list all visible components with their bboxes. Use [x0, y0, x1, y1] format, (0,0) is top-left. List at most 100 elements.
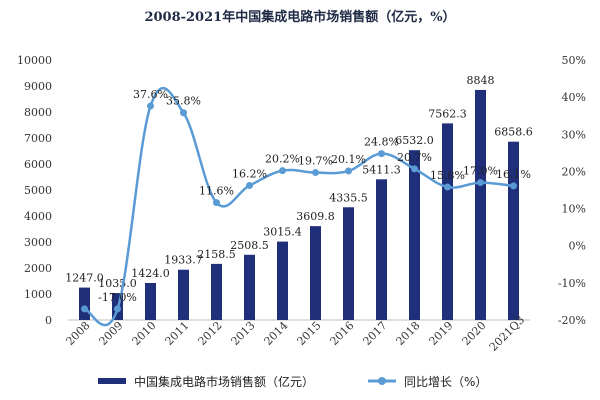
legend-line-marker	[378, 377, 386, 385]
bar-data-label: 4335.5	[329, 191, 368, 204]
bar	[475, 89, 486, 321]
bar	[145, 282, 156, 320]
y-right-tick-label: -20%	[558, 314, 586, 327]
y-right-tick-label: 40%	[562, 91, 586, 104]
bar	[343, 207, 354, 320]
growth-point	[477, 179, 484, 187]
y-right-axis: -20% -10% 0% 10% 20% 30% 40% 50%	[558, 54, 586, 327]
growth-data-label: 11.6%	[199, 185, 234, 198]
bar	[409, 150, 420, 320]
bar-data-label: 5411.3	[362, 163, 401, 176]
growth-point	[312, 169, 319, 177]
legend-bar-swatch	[98, 378, 126, 384]
x-axis: 2008 2009 2010 2011 2012 2013 2014 2015 2016 2017…	[64, 313, 528, 353]
x-tick-label: 2018	[394, 319, 423, 348]
bar-data-labels: 1247.01035.01424.01933.72158.52508.53015…	[65, 74, 533, 290]
bar	[211, 263, 222, 320]
growth-data-label: 16.2%	[232, 168, 267, 181]
growth-line-series	[81, 86, 517, 327]
growth-data-label: 20.1%	[331, 153, 366, 166]
growth-data-labels: -17.0% 37.6%35.8% 11.6% 16.2% 20.2%19.7%20.1…	[98, 88, 531, 304]
x-tick-label: 2015	[295, 319, 324, 348]
bar-data-label: 8848	[467, 74, 495, 87]
growth-data-label: 20.2%	[265, 153, 300, 166]
bar-data-label: 6858.6	[494, 126, 533, 139]
bar	[79, 287, 90, 320]
growth-data-label: 19.7%	[298, 155, 333, 168]
y-right-tick-label: 30%	[562, 128, 586, 141]
y-left-tick-label: 8000	[24, 106, 52, 119]
y-right-tick-label: 10%	[562, 203, 586, 216]
growth-data-label: 24.8%	[364, 136, 399, 149]
y-left-tick-label: 3000	[24, 236, 52, 249]
y-right-tick-label: 0%	[569, 240, 586, 253]
bar-data-label: 1933.7	[164, 254, 203, 267]
growth-point	[81, 305, 88, 313]
growth-point	[411, 165, 418, 173]
x-tick-label: 2020	[460, 319, 489, 348]
growth-point	[279, 167, 286, 175]
bar-data-label: 2158.5	[197, 248, 236, 261]
bar-data-label: 2508.5	[230, 239, 269, 252]
legend-line-label: 同比增长（%）	[404, 375, 487, 389]
x-tick-label: 2017	[361, 319, 390, 348]
growth-point	[378, 150, 385, 158]
growth-point	[213, 199, 220, 207]
growth-data-label: 20.7%	[397, 151, 432, 164]
growth-data-label: 16.1%	[496, 168, 531, 181]
x-tick-label: 2013	[229, 319, 258, 348]
growth-point	[510, 182, 517, 190]
x-tick-label: 2014	[262, 319, 291, 348]
growth-data-label: 15.8%	[430, 169, 465, 182]
bar-data-label: 7562.3	[428, 107, 467, 120]
bar-data-label: 1035.0	[98, 277, 137, 290]
y-left-tick-label: 6000	[24, 158, 52, 171]
y-left-tick-label: 0	[45, 314, 52, 327]
growth-data-label: 17.0%	[463, 165, 498, 178]
x-tick-label: 2010	[130, 319, 159, 348]
growth-point	[345, 167, 352, 175]
y-left-tick-label: 4000	[24, 210, 52, 223]
y-left-tick-label: 7000	[24, 132, 52, 145]
bar-data-label: 6532.0	[395, 134, 434, 147]
y-left-tick-label: 5000	[24, 184, 52, 197]
bar	[244, 254, 255, 320]
growth-point	[444, 183, 451, 191]
x-tick-label: 2019	[427, 319, 456, 348]
growth-data-label: -17.0%	[98, 291, 137, 304]
x-tick-label: 2016	[328, 319, 357, 348]
bar-data-label: 1424.0	[131, 267, 170, 280]
growth-point	[147, 102, 154, 110]
y-left-tick-label: 2000	[24, 262, 52, 275]
legend-bar-label: 中国集成电路市场销售额（亿元）	[134, 374, 314, 389]
bar	[178, 269, 189, 320]
y-right-tick-label: 50%	[562, 54, 586, 67]
bar	[310, 226, 321, 320]
y-right-tick-label: -10%	[558, 277, 586, 290]
y-left-tick-label: 10000	[17, 54, 52, 67]
growth-point	[114, 305, 121, 313]
growth-point	[246, 182, 253, 190]
y-left-axis: 0 1000 2000 3000 4000 5000 6000 7000 8000 9000 100…	[17, 54, 52, 327]
bar	[376, 179, 387, 320]
bar-data-label: 3015.4	[263, 226, 302, 239]
growth-point	[180, 109, 187, 117]
bar	[508, 141, 519, 320]
growth-data-label: 37.6%	[133, 88, 168, 101]
x-tick-label: 2012	[196, 319, 225, 348]
growth-data-label: 35.8%	[166, 95, 201, 108]
y-left-tick-label: 1000	[24, 288, 52, 301]
bar	[442, 123, 453, 320]
bar-data-label: 1247.0	[65, 272, 104, 285]
y-right-tick-label: 20%	[562, 165, 586, 178]
y-left-tick-label: 9000	[24, 80, 52, 93]
bar	[277, 241, 288, 320]
bar-data-label: 3609.8	[296, 210, 335, 223]
x-tick-label: 2008	[64, 319, 93, 348]
x-tick-label: 2021Q3	[487, 313, 527, 353]
legend: 中国集成电路市场销售额（亿元） 同比增长（%）	[98, 374, 487, 389]
chart-title: 2008-2021年中国集成电路市场销售额（亿元，%）	[144, 10, 456, 25]
bar-series	[79, 89, 519, 321]
x-tick-label: 2011	[163, 319, 192, 348]
